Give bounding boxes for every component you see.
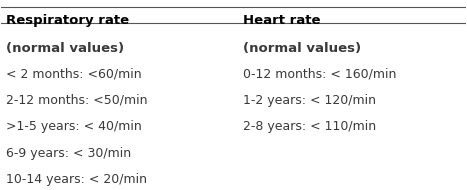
Text: < 2 months: <60/min: < 2 months: <60/min [6,67,142,80]
Text: 1-2 years: < 120/min: 1-2 years: < 120/min [243,94,376,107]
Text: Heart rate: Heart rate [243,14,320,27]
Text: 10-14 years: < 20/min: 10-14 years: < 20/min [6,173,147,186]
Text: 2-12 months: <50/min: 2-12 months: <50/min [6,94,148,107]
Text: >1-5 years: < 40/min: >1-5 years: < 40/min [6,120,142,133]
Text: 2-8 years: < 110/min: 2-8 years: < 110/min [243,120,376,133]
Text: (normal values): (normal values) [243,42,361,55]
Text: 0-12 months: < 160/min: 0-12 months: < 160/min [243,67,396,80]
Text: Respiratory rate: Respiratory rate [6,14,129,27]
Text: (normal values): (normal values) [6,42,124,55]
Text: 6-9 years: < 30/min: 6-9 years: < 30/min [6,147,131,160]
